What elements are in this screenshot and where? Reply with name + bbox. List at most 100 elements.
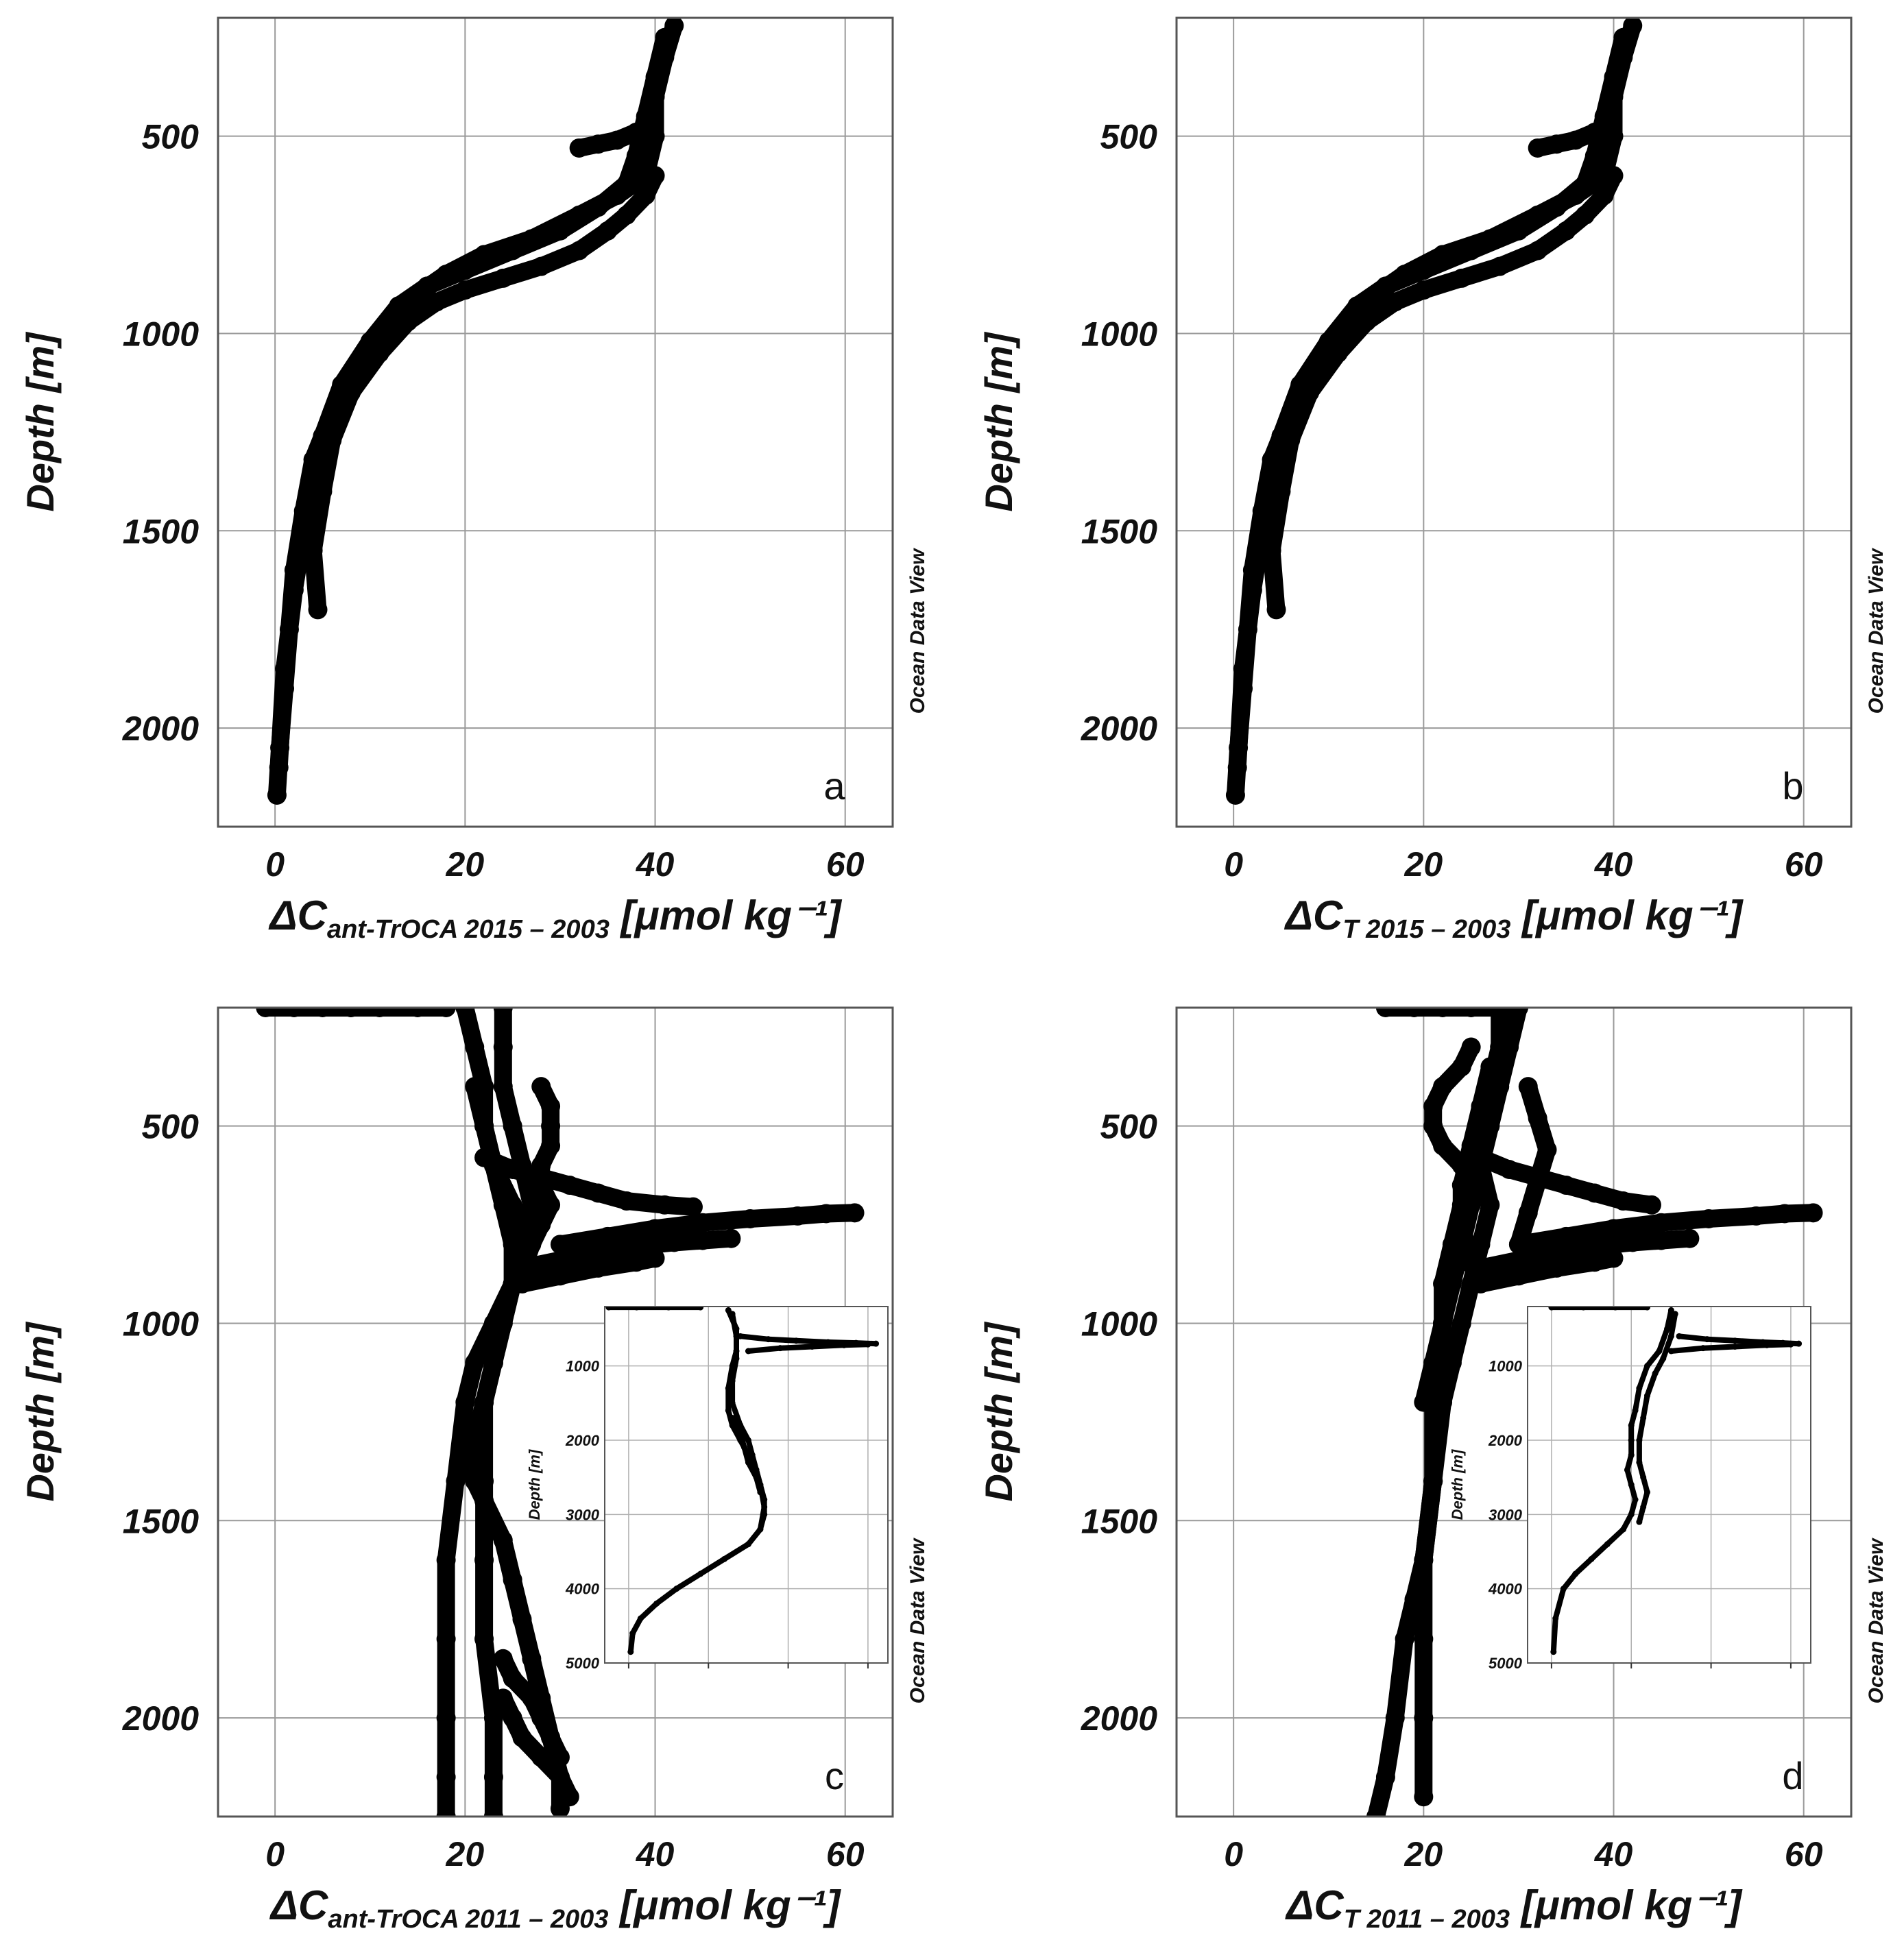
data-point bbox=[1699, 1209, 1719, 1228]
inset-data-point bbox=[1676, 1333, 1683, 1339]
data-point bbox=[1271, 481, 1291, 501]
data-point bbox=[417, 276, 437, 296]
data-point bbox=[1537, 1140, 1557, 1160]
data-point bbox=[1566, 130, 1586, 150]
data-point bbox=[626, 122, 646, 142]
data-point bbox=[493, 1649, 513, 1668]
data-point bbox=[655, 27, 675, 47]
data-point bbox=[1433, 1136, 1453, 1156]
data-point bbox=[1547, 134, 1567, 154]
inset-data-point bbox=[1656, 1348, 1663, 1355]
ocean-data-view-watermark: Ocean Data View bbox=[906, 548, 929, 714]
inset-data-point bbox=[793, 1337, 799, 1344]
data-point bbox=[588, 197, 608, 217]
x-tick-label: 20 bbox=[1404, 845, 1443, 884]
data-point bbox=[1471, 1258, 1491, 1278]
x-tick-label: 60 bbox=[1785, 845, 1823, 884]
data-point bbox=[474, 1629, 494, 1649]
inset-data-point bbox=[1700, 1345, 1707, 1352]
data-point bbox=[1225, 785, 1245, 805]
data-point bbox=[512, 1610, 532, 1629]
data-point bbox=[1347, 296, 1367, 316]
x-axis-label: ΔCant-TrOCA 2011 – 2003 [μmol kg⁻¹] bbox=[269, 1882, 842, 1934]
inset-data-point bbox=[749, 1452, 756, 1459]
data-point bbox=[483, 1353, 503, 1373]
x-axis-label-subscript: ant-TrOCA 2015 – 2003 bbox=[327, 915, 610, 944]
data-point bbox=[341, 1008, 361, 1017]
data-point bbox=[512, 1262, 532, 1282]
data-point bbox=[1471, 1148, 1491, 1167]
inset-data-point bbox=[697, 1570, 704, 1577]
data-point bbox=[1499, 1160, 1519, 1179]
inset-frame bbox=[604, 1306, 889, 1664]
data-point bbox=[569, 138, 589, 158]
data-point bbox=[483, 1767, 503, 1787]
x-tick-label: 40 bbox=[636, 1835, 675, 1873]
data-point bbox=[1414, 1629, 1434, 1649]
data-point bbox=[598, 221, 618, 241]
y-tick-label: 2000 bbox=[1081, 709, 1157, 748]
data-point bbox=[1499, 1037, 1519, 1057]
data-point bbox=[1375, 1008, 1395, 1017]
inset-data-point bbox=[1787, 1341, 1794, 1348]
inset-data-point bbox=[634, 1307, 640, 1311]
inset-data-point bbox=[1796, 1340, 1803, 1347]
data-point bbox=[1433, 1008, 1453, 1017]
y-tick-label: 1500 bbox=[123, 1502, 199, 1540]
y-tick-label: 2000 bbox=[1081, 1699, 1157, 1738]
data-point bbox=[1651, 1213, 1671, 1232]
inset-data-point bbox=[1628, 1452, 1635, 1459]
data-point bbox=[636, 186, 655, 206]
data-point bbox=[1604, 1248, 1624, 1268]
y-tick-label: 1000 bbox=[123, 315, 199, 353]
plot-frame bbox=[217, 16, 894, 828]
data-point bbox=[455, 280, 475, 300]
data-point bbox=[455, 1451, 475, 1471]
inset-data-point bbox=[1667, 1348, 1674, 1355]
data-point bbox=[1604, 166, 1624, 186]
data-point bbox=[550, 1767, 570, 1787]
inset-data-point bbox=[745, 1459, 751, 1466]
inset-data-point bbox=[777, 1345, 784, 1352]
data-point bbox=[256, 1008, 276, 1017]
inset-data-point bbox=[1628, 1437, 1635, 1444]
ocean-data-view-watermark: Ocean Data View bbox=[906, 1538, 929, 1703]
panel-d: 0 20 40 60 500 1000 1500 2000 Depth [m] ΔCT 2011 … bbox=[977, 1006, 1888, 1934]
inset-data-point bbox=[1628, 1511, 1635, 1518]
data-point bbox=[531, 1215, 551, 1235]
data-series-group bbox=[256, 1008, 865, 1817]
x-tick-label: 40 bbox=[1594, 1835, 1633, 1873]
data-point bbox=[493, 1313, 513, 1333]
x-axis-label-unit: [μmol kg⁻¹] bbox=[610, 892, 843, 938]
panel-letter: c bbox=[825, 1754, 844, 1797]
x-tick-label: 0 bbox=[1224, 1835, 1243, 1873]
data-point bbox=[474, 1392, 494, 1412]
data-point bbox=[426, 292, 446, 312]
data-point bbox=[493, 1008, 513, 1017]
data-point bbox=[322, 430, 342, 450]
x-tick-label: 40 bbox=[636, 845, 675, 884]
inset-data-point bbox=[1644, 1489, 1651, 1496]
data-point bbox=[436, 1767, 456, 1787]
data-point bbox=[446, 1471, 466, 1491]
data-point bbox=[436, 1708, 456, 1728]
data-point bbox=[740, 1209, 760, 1228]
data-point bbox=[455, 260, 475, 280]
data-point bbox=[636, 106, 655, 126]
inset-y-tick-label: 4000 bbox=[1488, 1581, 1523, 1598]
inset-data-point bbox=[1636, 1459, 1643, 1466]
inset-data-point bbox=[627, 1649, 634, 1655]
data-point bbox=[541, 1116, 561, 1136]
inset-y-tick-label: 2000 bbox=[565, 1432, 600, 1449]
inset-data-point bbox=[1628, 1481, 1635, 1488]
data-point bbox=[1395, 1629, 1414, 1649]
inset-series-group bbox=[1548, 1307, 1803, 1655]
data-point bbox=[1490, 256, 1510, 276]
inset-data-point bbox=[1550, 1649, 1557, 1655]
data-point bbox=[284, 580, 304, 600]
inset-data-point bbox=[757, 1489, 764, 1496]
data-point bbox=[1357, 312, 1377, 332]
data-point bbox=[541, 1195, 561, 1215]
data-point bbox=[474, 1491, 494, 1511]
x-axis-label-unit: [μmol kg⁻¹] bbox=[608, 1882, 841, 1928]
